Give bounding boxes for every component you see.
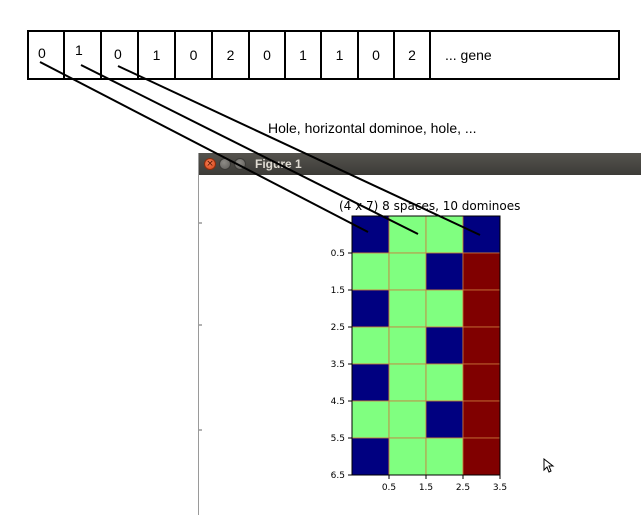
gene-cell: 1 [139, 32, 176, 78]
figure-window: × Figure 1 (4 x 7) 8 spaces, 10 dominoes… [198, 153, 641, 515]
grid-cell-unused [462, 289, 501, 328]
gene-cell: 0 [102, 32, 139, 78]
plot-axes: 0.5 1.5 2.5 3.5 4.5 5.5 6.5 0.5 1.5 2.5 3.5 [199, 215, 507, 493]
gene-tail-label: ... gene [445, 47, 492, 63]
grid-cell-domino [388, 215, 427, 254]
figure-canvas[interactable]: (4 x 7) 8 spaces, 10 dominoes 0.5 1.5 2.5 3… [199, 175, 641, 515]
grid-cell-domino [351, 326, 390, 365]
close-icon[interactable]: × [204, 158, 216, 170]
grid-cell-unused [462, 326, 501, 365]
annotation-text: Hole, horizontal dominoe, hole, ... [268, 120, 477, 136]
gene-cell: 1 [286, 32, 322, 78]
grid-cell-unused [462, 437, 501, 476]
grid-cell-hole [425, 400, 464, 439]
y-tick-label: 2.5 [331, 323, 345, 333]
y-tick-label: 6.5 [331, 471, 345, 481]
minimize-icon[interactable] [219, 158, 231, 170]
y-tick-label: 1.5 [331, 286, 345, 296]
grid-cell-hole [351, 215, 390, 254]
grid-cell-unused [462, 400, 501, 439]
y-tick-label: 5.5 [331, 434, 345, 444]
gene-cell: 2 [395, 32, 431, 78]
x-tick-label: 1.5 [419, 483, 433, 493]
gene-cell: 1 [65, 32, 102, 78]
grid-cell-domino [388, 289, 427, 328]
grid-cell-unused [462, 363, 501, 402]
grid-cell-hole [462, 215, 501, 254]
gene-cell: 1 [322, 32, 359, 78]
gene-strip: 0 1 0 1 0 2 0 1 1 0 2... gene [27, 30, 620, 80]
grid-cell-unused [462, 252, 501, 291]
grid-cell-domino [425, 363, 464, 402]
grid-cell-domino [425, 437, 464, 476]
x-tick-label: 2.5 [456, 483, 470, 493]
gene-cell: 0 [359, 32, 395, 78]
grid-cell-domino [351, 400, 390, 439]
grid-cell-domino [388, 363, 427, 402]
y-tick-label: 4.5 [331, 397, 345, 407]
gene-cell: 0 [176, 32, 213, 78]
y-tick-label: 0.5 [331, 249, 345, 259]
y-tick-label: 3.5 [331, 360, 345, 370]
mouse-cursor-icon [543, 458, 555, 473]
grid-cell-hole [425, 326, 464, 365]
gene-cell: 0 [29, 32, 65, 78]
gene-cell: 0 [250, 32, 286, 78]
grid-cell-domino [388, 252, 427, 291]
grid-cell-domino [388, 326, 427, 365]
maximize-icon[interactable] [234, 158, 246, 170]
grid-cell-hole [425, 252, 464, 291]
grid-cell-hole [351, 363, 390, 402]
grid-cell-domino [388, 437, 427, 476]
gene-cell: 2 [213, 32, 250, 78]
x-tick-label: 0.5 [382, 483, 396, 493]
window-title: Figure 1 [255, 157, 302, 171]
grid-cell-domino [425, 289, 464, 328]
x-tick-label: 3.5 [493, 483, 507, 493]
grid-cell-hole [351, 289, 390, 328]
grid-cell-domino [351, 252, 390, 291]
window-titlebar[interactable]: × Figure 1 [199, 153, 641, 175]
grid-cell-hole [351, 437, 390, 476]
grid-cell-domino [425, 215, 464, 254]
grid-cell-domino [388, 400, 427, 439]
